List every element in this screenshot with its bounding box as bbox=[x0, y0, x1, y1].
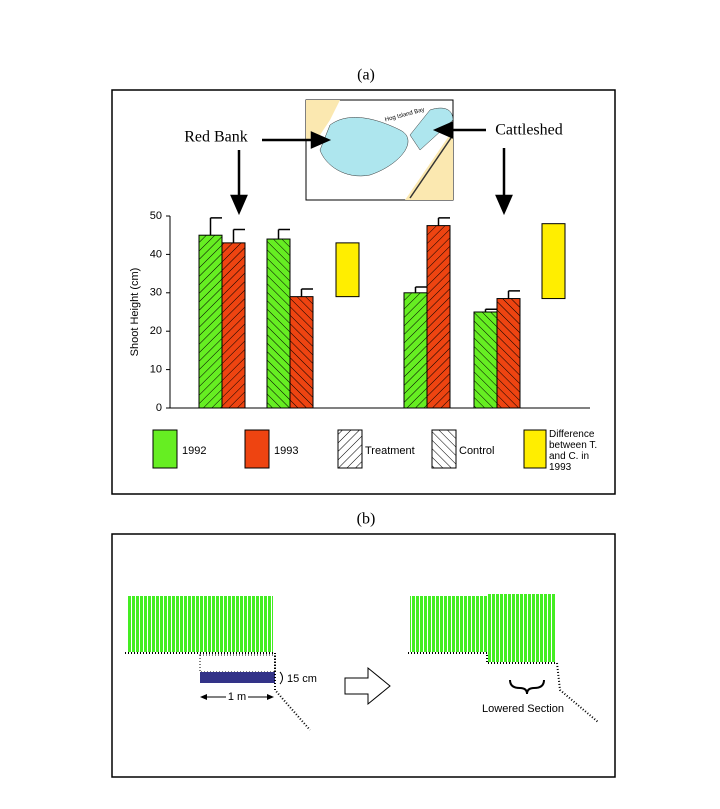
depth-label: 15 cm bbox=[287, 673, 317, 685]
legend-swatch bbox=[337, 429, 363, 469]
site-label: Cattleshed bbox=[495, 122, 563, 139]
error-bar bbox=[300, 288, 313, 297]
site-label: Red Bank bbox=[184, 129, 248, 146]
bar-hatch bbox=[290, 296, 313, 408]
y-tick-label: 50 bbox=[150, 210, 162, 222]
y-tick-label: 30 bbox=[150, 287, 162, 299]
panel-frame bbox=[111, 89, 616, 495]
error-bar bbox=[484, 308, 497, 312]
error-bar bbox=[232, 228, 245, 243]
error-bar bbox=[414, 286, 427, 293]
legend-label: Treatment bbox=[365, 445, 415, 457]
y-tick-label: 40 bbox=[150, 248, 162, 260]
y-tick-label: 20 bbox=[150, 325, 162, 337]
legend-label: 1992 bbox=[182, 445, 206, 457]
bar-hatch bbox=[267, 239, 290, 408]
map: Hog Island Bay bbox=[305, 99, 454, 201]
legend-swatch bbox=[152, 429, 178, 469]
bar-hatch bbox=[222, 242, 245, 408]
arrows bbox=[230, 121, 513, 216]
error-bar bbox=[507, 290, 520, 299]
bar-hatch bbox=[474, 312, 497, 408]
legend-label: Control bbox=[459, 445, 494, 457]
difference-bar bbox=[541, 223, 566, 300]
diagram: 15 cm 1 m Lowered Section bbox=[125, 594, 599, 731]
difference-bar bbox=[335, 242, 360, 298]
panel-frame bbox=[111, 533, 616, 778]
error-bar bbox=[437, 217, 450, 226]
error-bar bbox=[209, 217, 222, 236]
width-label: 1 m bbox=[228, 691, 246, 703]
legend-swatch bbox=[244, 429, 270, 469]
error-bar bbox=[277, 228, 290, 240]
panel-label: (b) bbox=[357, 511, 376, 528]
bar-hatch bbox=[404, 292, 427, 408]
y-tick-label: 0 bbox=[156, 402, 162, 414]
bar-hatch bbox=[427, 225, 450, 408]
legend-label: 1993 bbox=[274, 445, 298, 457]
legend-label: Difference between T. and C. in 1993 bbox=[549, 429, 598, 473]
panel-label: (a) bbox=[357, 67, 375, 84]
legend-swatch bbox=[431, 429, 457, 469]
y-axis-label: Shoot Height (cm) bbox=[129, 268, 141, 357]
bar-hatch bbox=[497, 298, 520, 408]
lowered-label: Lowered Section bbox=[482, 703, 564, 715]
legend-swatch bbox=[523, 429, 547, 469]
bar-hatch bbox=[199, 235, 222, 408]
y-tick-label: 10 bbox=[150, 364, 162, 376]
